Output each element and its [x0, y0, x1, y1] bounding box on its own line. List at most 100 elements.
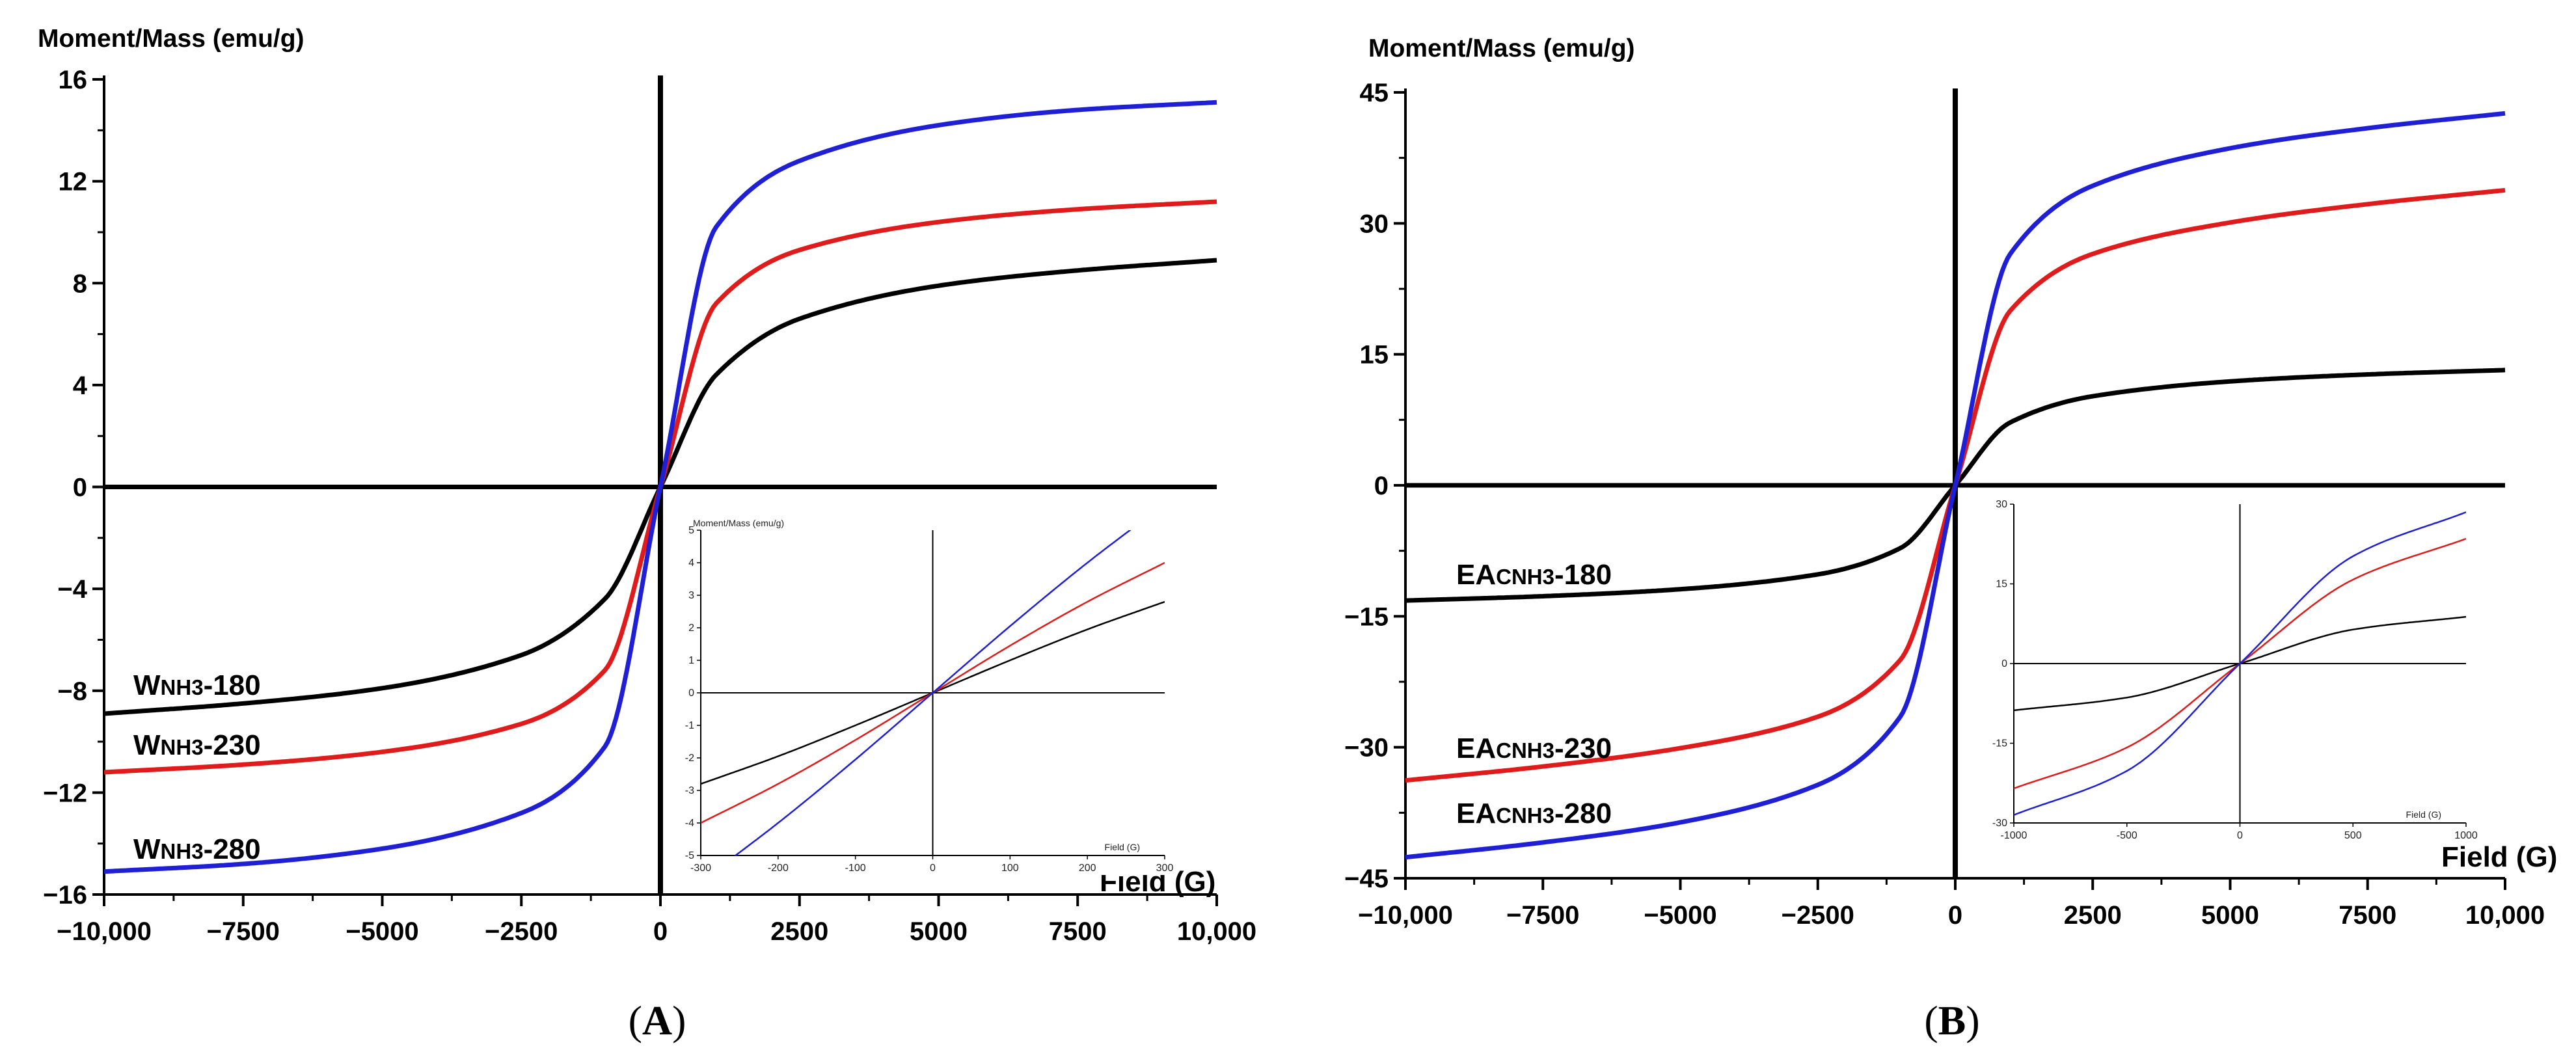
inset-x-tick-label: 300 [1156, 863, 1174, 874]
inset-y-tick-label: -15 [1992, 738, 2007, 749]
inset-y-tick-label: 5 [688, 525, 694, 536]
inset-series-line-eacnh3-280 [2014, 511, 2466, 816]
inset-y-tick-label: 2 [688, 623, 694, 634]
inset-y-tick-label: 3 [688, 590, 694, 601]
x-tick-label: −2500 [485, 917, 558, 946]
x-tick-label: 0 [653, 917, 668, 946]
series-label-suffix: -180 [204, 669, 261, 701]
series-label-suffix: -230 [1554, 733, 1612, 764]
x-tick-label: 10,000 [2465, 901, 2545, 930]
y-tick-label: 45 [1360, 79, 1389, 107]
inset-x-tick-label: 500 [2344, 830, 2362, 841]
inset-x-axis-label: Field (G) [2406, 809, 2441, 820]
x-tick-label: −7500 [1506, 901, 1579, 930]
y-tick-label: 0 [1374, 472, 1389, 500]
y-tick-label: 12 [59, 168, 88, 196]
series-label-suffix: -280 [1554, 798, 1612, 829]
series-label-wnh3-230: WNH3-230 [133, 729, 261, 761]
y-tick-label: 30 [1360, 209, 1389, 238]
x-tick-label: 5000 [2201, 901, 2259, 930]
y-tick-label: −45 [1344, 865, 1389, 893]
inset-x-tick-label: 1000 [2454, 830, 2478, 841]
inset-chart: 30 15 0 -15 -30-1000 -500 0 500 1000 Field (G) [1992, 491, 2478, 842]
y-tick-label: −15 [1344, 602, 1389, 631]
inset-y-tick-label: 30 [1996, 499, 2007, 510]
series-label-eacnh3-180: EACNH3-180 [1456, 559, 1612, 591]
series-label-main: EA [1456, 559, 1496, 591]
panel-letter: B [1938, 997, 1966, 1043]
x-tick-label: 2500 [2064, 901, 2122, 930]
x-tick-label: −5000 [346, 917, 418, 946]
x-tick-label: −7500 [207, 917, 280, 946]
series-label-sub: NH3 [161, 735, 204, 759]
x-tick-label: 5000 [910, 917, 968, 946]
series-label-eacnh3-230: EACNH3-230 [1456, 733, 1612, 764]
inset-y-tick-label: -3 [685, 785, 694, 796]
series-label-eacnh3-280: EACNH3-280 [1456, 798, 1612, 829]
series-label-main: EA [1456, 798, 1496, 829]
inset-x-axis-label: Field (G) [1105, 842, 1140, 852]
inset-x-tick-label: -200 [768, 863, 789, 874]
inset-y-tick-label: -2 [685, 753, 694, 764]
series-label-sub: NH3 [161, 839, 204, 863]
series-label-sub: CNH3 [1496, 565, 1554, 589]
y-tick-label: 16 [59, 66, 88, 94]
inset-x-tick-label: -100 [845, 863, 866, 874]
y-tick-label: −30 [1344, 734, 1389, 762]
inset-y-tick-label: -4 [685, 818, 694, 829]
panel-letter: A [642, 997, 672, 1043]
x-tick-label: 0 [1948, 901, 1962, 930]
series-label-wnh3-180: WNH3-180 [133, 669, 261, 701]
inset-y-tick-label: 4 [688, 558, 694, 569]
y-tick-label: −8 [57, 677, 87, 706]
inset-y-tick-label: 0 [688, 688, 694, 699]
y-tick-label: −12 [43, 779, 87, 807]
series-label-sub: NH3 [161, 675, 204, 699]
x-tick-label: 7500 [1049, 917, 1107, 946]
series-line-wnh3-280 [103, 100, 1217, 874]
inset-x-tick-label: 0 [930, 863, 936, 874]
inset-x-tick-label: -500 [2117, 830, 2137, 841]
y-tick-label: 15 [1360, 341, 1389, 370]
x-tick-label: −2500 [1782, 901, 1854, 930]
series-label-sub: CNH3 [1496, 803, 1554, 828]
series-label-suffix: -230 [204, 729, 261, 761]
y-tick-label: 8 [73, 269, 87, 298]
x-tick-label: −5000 [1644, 901, 1716, 930]
x-tick-label: 10,000 [1177, 917, 1256, 946]
y-tick-label: −16 [43, 881, 87, 909]
series-label-suffix: -180 [1554, 559, 1612, 591]
series-line-eacnh3-280 [1405, 111, 2506, 860]
series-label-main: EA [1456, 733, 1496, 764]
inset-series-line-wnh3-280 [734, 530, 1132, 855]
inset-x-tick-label: -1000 [2001, 830, 2027, 841]
series-label-main: W [133, 833, 161, 865]
y-tick-label: −4 [57, 575, 87, 604]
inset-x-tick-label: 0 [2237, 830, 2243, 841]
series-label-suffix: -280 [204, 833, 261, 865]
y-tick-label: 0 [73, 474, 87, 502]
panel-b: 45 30 15 0 −15 −30 −45 −10,000 −7500 −5000 −2500 0 2… [1344, 34, 2557, 1043]
series-label-main: W [133, 669, 161, 701]
series-label-wnh3-280: WNH3-280 [133, 833, 261, 865]
inset-y-tick-label: 15 [1996, 579, 2007, 590]
inset-chart: 5 4 3 2 1 0 -1 -2 -3 -4 -5 -300 -200 -100 0 100 200 300 Mo… [685, 517, 1174, 875]
inset-y-tick-label: 0 [2001, 658, 2007, 669]
x-tick-label: −10,000 [1358, 901, 1453, 930]
x-tick-label: −10,000 [57, 917, 152, 946]
inset-y-tick-label: -30 [1992, 818, 2007, 829]
series-label-sub: CNH3 [1496, 738, 1554, 762]
y-axis-label: Moment/Mass (emu/g) [38, 25, 305, 53]
x-tick-label: 7500 [2339, 901, 2396, 930]
panel-label: (B) [1924, 997, 1979, 1043]
inset-x-tick-label: 100 [1001, 863, 1019, 874]
inset-y-tick-label: -1 [685, 720, 694, 731]
inset-y-tick-label: -5 [685, 850, 694, 861]
series-label-main: W [133, 729, 161, 761]
x-axis-label: Field (G) [2441, 841, 2557, 873]
inset-y-tick-label: 1 [688, 655, 694, 666]
x-tick-label: 2500 [770, 917, 828, 946]
inset-x-tick-label: 200 [1079, 863, 1096, 874]
